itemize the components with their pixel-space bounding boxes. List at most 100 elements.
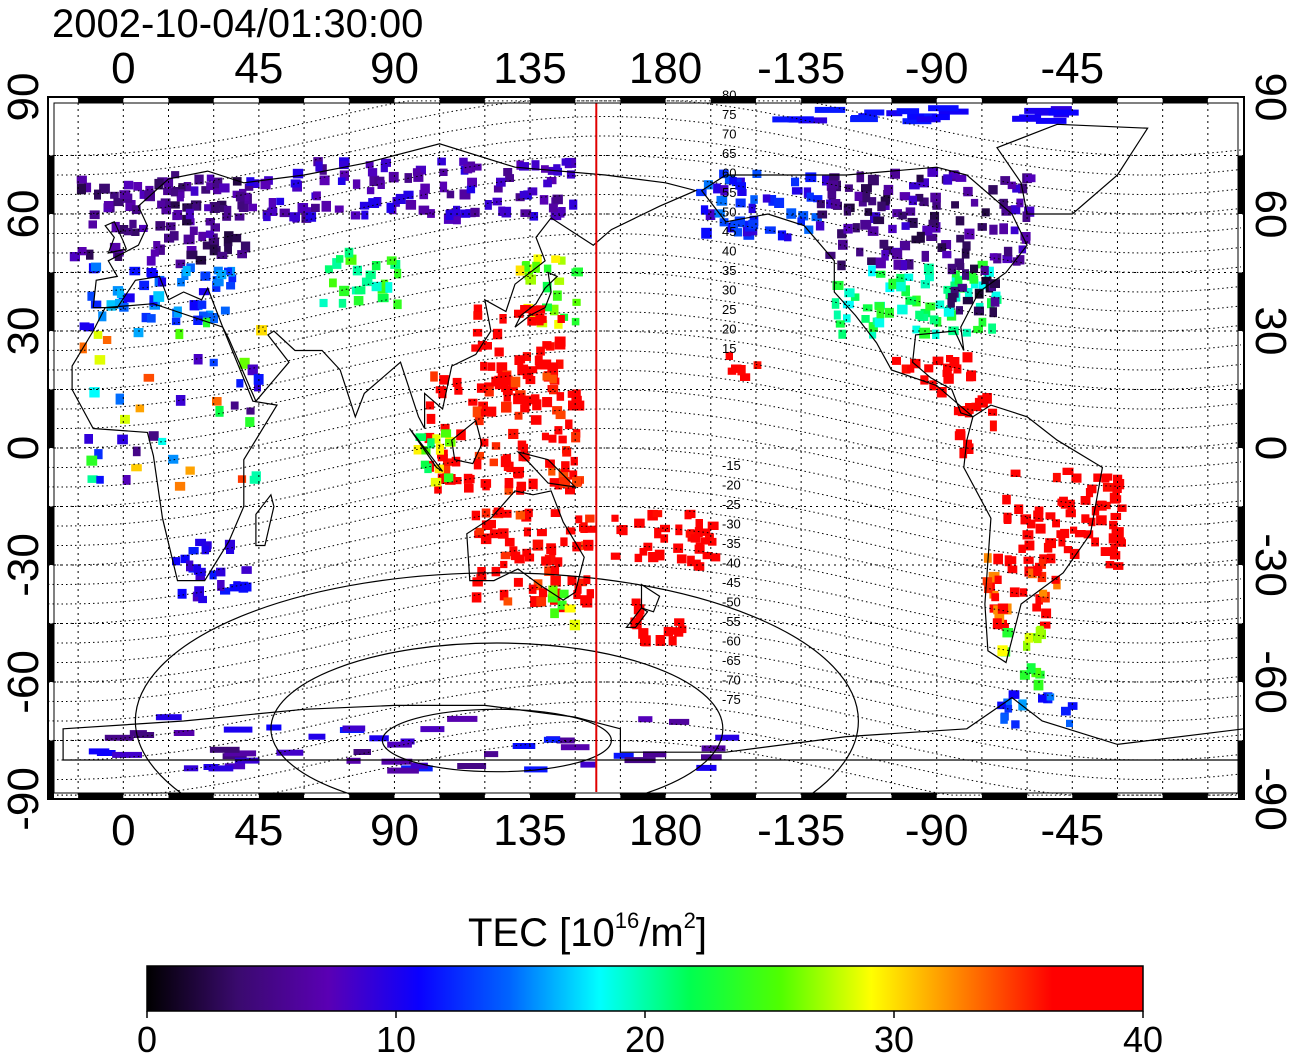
tec-cell (1091, 506, 1100, 516)
tec-cell (268, 198, 276, 209)
tec-cell (420, 183, 430, 194)
tec-cell (493, 185, 503, 193)
tec-cell (203, 317, 211, 328)
tec-cell (377, 180, 385, 189)
tec-cell (276, 197, 285, 206)
tec-cell (339, 285, 350, 297)
tec-cell (87, 291, 95, 301)
tec-cell (87, 475, 98, 483)
tec-cell (981, 276, 992, 285)
tec-cell (735, 182, 746, 190)
tec-cell (1052, 519, 1060, 528)
tec-cell (213, 186, 222, 195)
tec-cell (155, 714, 182, 721)
tec-cell (544, 566, 555, 576)
tec-cell (237, 475, 247, 483)
tec-cell (171, 317, 181, 326)
tec-cell (585, 525, 596, 533)
tec-cell (551, 255, 561, 263)
tec-cell (153, 291, 165, 302)
tec-cell (451, 477, 462, 485)
tec-cell (386, 256, 397, 265)
tec-cell (842, 300, 854, 309)
lon-tick-label-top: -90 (905, 44, 969, 93)
tec-cell (388, 171, 399, 183)
tec-cell (215, 405, 224, 417)
tec-cell (1083, 530, 1094, 539)
magnetic-latitude-line (48, 700, 1242, 781)
tec-cell (1022, 211, 1031, 222)
tec-cell (562, 447, 572, 457)
tec-cell (880, 196, 890, 206)
tec-cell (555, 410, 566, 420)
tec-cell (239, 357, 250, 369)
lon-tick-label-bottom: 135 (493, 806, 566, 855)
tec-cell (427, 209, 435, 218)
tec-cell (419, 189, 429, 200)
tec-cell (973, 325, 983, 333)
tec-cell (146, 314, 156, 323)
tec-cell (494, 375, 506, 385)
tec-cell (1018, 699, 1027, 711)
tec-cell (512, 743, 536, 749)
lat-tick-label-right: 30 (1246, 307, 1292, 356)
tec-cell (786, 208, 797, 219)
tec-cell (978, 317, 987, 327)
tec-cell (499, 314, 507, 324)
tec-cell (719, 169, 729, 179)
tec-cell (508, 428, 519, 439)
tec-cell (180, 554, 190, 564)
magnetic-latitude-label: -20 (722, 477, 741, 492)
tec-cell (513, 393, 524, 405)
tec-cell (359, 201, 370, 210)
coastline (996, 123, 1149, 215)
tec-cell (1035, 523, 1046, 534)
tec-cell (365, 161, 374, 169)
tec-cell (552, 290, 562, 301)
tec-cell (737, 365, 746, 376)
frame-band (48, 623, 54, 682)
magnetic-latitude-label: -55 (722, 614, 741, 629)
tec-cell (890, 168, 900, 179)
tec-cell (548, 434, 557, 443)
tec-cell (174, 481, 186, 491)
tec-cell (1096, 515, 1107, 526)
tec-cell (586, 589, 594, 599)
frame-band (530, 793, 576, 799)
tec-cell (321, 200, 331, 212)
tec-cell (500, 551, 511, 560)
tec-cell (907, 217, 918, 228)
tec-cell (876, 270, 886, 278)
tec-cell (292, 168, 304, 179)
tec-cell (1048, 109, 1079, 116)
tec-cell (542, 372, 551, 381)
tec-cell (319, 164, 327, 175)
tec-cell (639, 547, 648, 556)
tec-cell (705, 209, 716, 220)
tec-cell (997, 603, 1009, 614)
lat-tick-label-right: 90 (1246, 73, 1292, 122)
tec-cell (193, 315, 203, 325)
tec-cell (193, 564, 202, 575)
tec-cell (500, 560, 508, 569)
tec-cell (1041, 608, 1052, 619)
tec-cell (169, 201, 180, 209)
tec-cell (768, 195, 777, 206)
tec-cell (484, 342, 492, 350)
tec-cell (377, 293, 389, 303)
tec-cell (772, 116, 791, 123)
tec-cell (891, 248, 903, 260)
tec-cell (882, 201, 890, 210)
tec-cell (830, 199, 841, 209)
tec-cell (832, 280, 844, 290)
tec-cell (1002, 628, 1014, 638)
tec-cell (220, 587, 231, 595)
magnetic-latitude-line (48, 174, 1242, 254)
tec-cell (901, 222, 910, 230)
tec-cell (926, 233, 938, 241)
coastline (625, 607, 649, 628)
tec-cell (109, 242, 121, 254)
magnetic-latitude-line (48, 330, 1242, 410)
tec-cell (828, 179, 839, 189)
tec-cell (529, 212, 539, 221)
